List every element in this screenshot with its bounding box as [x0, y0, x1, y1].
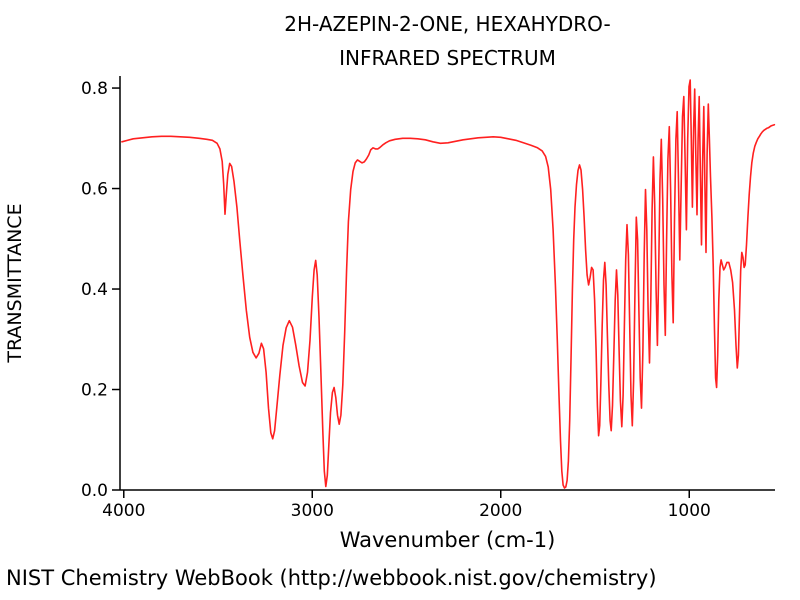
y-tick-label: 0.8 — [81, 79, 108, 99]
chart-title-line1: 2H-AZEPIN-2-ONE, HEXAHYDRO- — [284, 12, 611, 36]
y-tick-label: 0.4 — [81, 280, 108, 300]
spectrum-curve — [121, 79, 776, 489]
x-tick-label: 1000 — [668, 501, 711, 521]
x-tick-label: 4000 — [102, 501, 145, 521]
y-tick-label: 0.6 — [81, 180, 108, 200]
x-axis-label: Wavenumber (cm-1) — [339, 528, 556, 552]
y-tick-label: 0.0 — [81, 481, 108, 501]
x-tick-label: 2000 — [479, 501, 522, 521]
y-tick-label: 0.2 — [81, 381, 108, 401]
footer-attribution: NIST Chemistry WebBook (http://webbook.n… — [6, 566, 657, 590]
chart-title-line2: INFRARED SPECTRUM — [339, 46, 556, 70]
x-tick-label: 3000 — [291, 501, 334, 521]
